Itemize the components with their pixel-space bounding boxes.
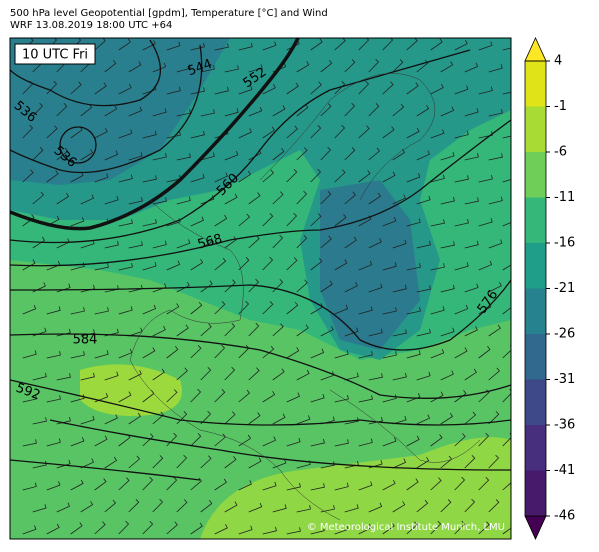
subtitle-line: WRF 13.08.2019 18:00 UTC +64 xyxy=(10,20,172,31)
colorbar-tick-label: 4 xyxy=(554,54,562,69)
colorbar-tick-label: -16 xyxy=(554,236,575,251)
colorbar-extension xyxy=(524,37,547,62)
contour-label: 568 xyxy=(196,232,224,253)
colorbar-tick-label: -31 xyxy=(554,372,575,387)
time-label: 10 UTC Fri xyxy=(22,48,88,63)
time-label-box xyxy=(14,43,96,65)
colorbar-extension xyxy=(524,515,547,540)
wind-barbs xyxy=(22,38,511,535)
colorbar-tick-label: -11 xyxy=(554,190,575,205)
colorbar-tick-label: -41 xyxy=(554,463,575,478)
colorbar-segment xyxy=(525,243,546,289)
colorbar: 4 -1 -6 -11 -16 -21 -26 -31 -36 -41 -46 xyxy=(524,37,575,540)
colorbar-tick-label: -36 xyxy=(554,418,575,433)
colorbar-segment xyxy=(525,152,546,198)
coastlines xyxy=(129,73,481,521)
title-line: 500 hPa level Geopotential [gpdm], Tempe… xyxy=(10,8,328,19)
geopotential-contours xyxy=(10,38,511,481)
colorbar-tick-label: -26 xyxy=(554,327,575,342)
colorbar-segment xyxy=(525,425,546,471)
map-frame xyxy=(9,37,512,540)
colorbar-tick-label: -21 xyxy=(554,281,575,296)
colorbar-segment xyxy=(525,334,546,380)
colorbar-segment xyxy=(525,379,546,425)
colorbar-segment xyxy=(525,197,546,243)
colorbar-segment xyxy=(525,288,546,334)
colorbar-tick-label: -6 xyxy=(554,145,567,160)
colorbar-segment xyxy=(525,61,546,107)
contour-label: 584 xyxy=(73,333,98,348)
colorbar-tick-label: -46 xyxy=(554,509,575,524)
colorbar-segment xyxy=(525,106,546,152)
credit: © Meteorological Institute Munich, LMU xyxy=(307,522,505,533)
colorbar-segment xyxy=(525,470,546,516)
colorbar-tick-label: -1 xyxy=(554,99,567,114)
